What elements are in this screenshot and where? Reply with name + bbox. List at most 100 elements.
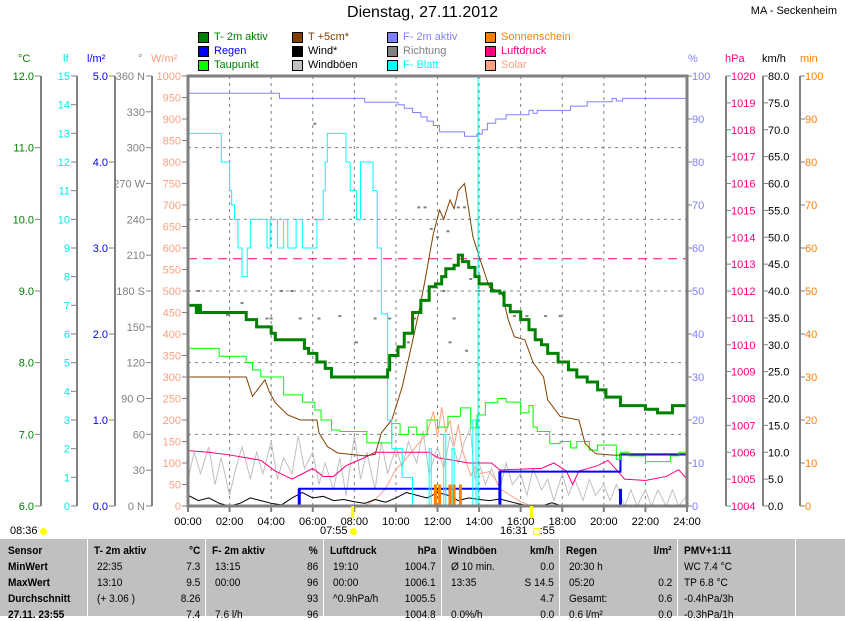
table-header-cell: % bbox=[309, 545, 318, 557]
series-wind- bbox=[187, 492, 687, 507]
table-cell: 13:15 bbox=[215, 561, 241, 573]
temp-tick-label: 11.0 bbox=[13, 143, 34, 155]
hum-tick-label: 0 bbox=[692, 501, 698, 513]
plot-frame bbox=[186, 74, 689, 508]
legend-swatch bbox=[387, 45, 398, 57]
lf-tick-label: 8 bbox=[64, 272, 70, 284]
solar-tick-label: 950 bbox=[163, 93, 181, 105]
legend-swatch bbox=[198, 45, 209, 57]
solar-tick-label: 800 bbox=[163, 157, 181, 169]
wind-tick-label: 20.0 bbox=[768, 394, 789, 406]
sonnenschein-bar bbox=[433, 484, 437, 506]
legend-label: Taupunkt bbox=[214, 59, 259, 71]
table-cell: 0.6 bbox=[657, 593, 672, 605]
table-cell: MaxWert bbox=[8, 577, 51, 589]
lf-tick-label: 2 bbox=[64, 444, 70, 456]
wind-tick-label: 50.0 bbox=[768, 232, 789, 244]
table-cell: 86 bbox=[306, 561, 318, 573]
press-tick-label: 1014 bbox=[731, 232, 755, 244]
legend-swatch bbox=[292, 59, 303, 71]
table-cell: 1004.7 bbox=[405, 561, 436, 573]
sun-axis-unit: min bbox=[800, 53, 818, 65]
direction-dot bbox=[226, 313, 230, 316]
table-cell: 20:30 h bbox=[569, 561, 603, 573]
wind-tick-label: 55.0 bbox=[768, 205, 789, 217]
table-cell: -0.3hPa/1h bbox=[684, 609, 734, 621]
rain-tick-label: 5.0 bbox=[93, 71, 108, 83]
lf-tick-label: 9 bbox=[64, 243, 70, 255]
direction-dot bbox=[196, 290, 200, 292]
sonnenschein-bar bbox=[448, 484, 452, 506]
wind-tick-label: 25.0 bbox=[768, 367, 789, 379]
table-cell: 0.0%/h bbox=[451, 609, 483, 621]
x-tick-label: 08:00 bbox=[341, 516, 369, 528]
table-cell: 0.0 bbox=[539, 609, 554, 621]
wind-tick-label: 15.0 bbox=[768, 420, 789, 432]
direction-dot bbox=[298, 317, 302, 320]
legend-label: Sonnenschein bbox=[501, 31, 571, 43]
solar-tick-label: 650 bbox=[163, 222, 181, 234]
solar-tick-label: 700 bbox=[163, 200, 181, 212]
legend-label: T- 2m aktiv bbox=[214, 31, 268, 43]
sun-tick-label: 70 bbox=[805, 200, 817, 212]
press-tick-label: 1005 bbox=[731, 474, 755, 486]
table-cell: ^0.9hPa/h bbox=[333, 593, 379, 605]
sunrise-time: 07:55 bbox=[320, 525, 348, 537]
regen-bar bbox=[498, 471, 502, 506]
sun-tick-label: 90 bbox=[805, 114, 817, 126]
dir-tick-label: 30 bbox=[133, 465, 145, 477]
table-cell: 8.26 bbox=[180, 593, 200, 605]
rain-axis-unit: l/m² bbox=[87, 53, 106, 65]
press-tick-label: 1008 bbox=[731, 394, 755, 406]
lf-tick-label: 0 bbox=[64, 501, 70, 513]
table-cell: -0.4hPa/3h bbox=[684, 593, 734, 605]
column-separator bbox=[205, 539, 206, 616]
table-cell: Ø 10 min. bbox=[451, 561, 495, 573]
dir-tick-label: 150 bbox=[127, 322, 145, 334]
legend-label: Windböen bbox=[308, 59, 358, 71]
left-time: 08:36 bbox=[10, 525, 38, 537]
x-tick-label: 10:00 bbox=[382, 516, 410, 528]
table-cell: 1006.1 bbox=[405, 577, 436, 589]
x-tick-label: 24:00 bbox=[673, 516, 701, 528]
table-header-cell: °C bbox=[188, 545, 200, 557]
sun-tick-label: 60 bbox=[805, 243, 817, 255]
dir-tick-label: 180 S bbox=[116, 286, 145, 298]
direction-dot bbox=[452, 317, 456, 320]
legend-label: Richtung bbox=[403, 45, 447, 57]
press-tick-label: 1016 bbox=[731, 179, 755, 191]
lf-tick-label: 3 bbox=[64, 415, 70, 427]
wind-tick-label: 10.0 bbox=[768, 447, 789, 459]
lf-tick-label: 5 bbox=[64, 358, 70, 370]
x-tick-label: 02:00 bbox=[216, 516, 244, 528]
table-cell: 19:10 bbox=[333, 561, 359, 573]
direction-dot bbox=[413, 317, 417, 320]
solar-tick-label: 300 bbox=[163, 372, 181, 384]
sun-tick-label: 50 bbox=[805, 286, 817, 298]
direction-dot bbox=[558, 315, 562, 318]
sunset-suffix: :55 bbox=[539, 525, 555, 537]
wind-tick-label: 5.0 bbox=[768, 474, 783, 486]
legend-swatch bbox=[387, 59, 398, 71]
dir-tick-label: 60 bbox=[133, 429, 145, 441]
x-tick-label: 00:00 bbox=[174, 516, 202, 528]
solar-tick-label: 350 bbox=[163, 351, 181, 363]
dir-tick-label: 120 bbox=[127, 358, 145, 370]
x-tick-label: 22:00 bbox=[632, 516, 660, 528]
lf-tick-label: 7 bbox=[64, 300, 70, 312]
direction-dot bbox=[313, 122, 317, 125]
lf-tick-label: 6 bbox=[64, 329, 70, 341]
column-separator bbox=[677, 539, 678, 616]
table-cell: 0.0 bbox=[539, 561, 554, 573]
direction-dot bbox=[446, 230, 450, 233]
table-cell: 1005.5 bbox=[405, 593, 436, 605]
solar-tick-label: 150 bbox=[163, 437, 181, 449]
dir-tick-label: 240 bbox=[127, 214, 145, 226]
solar-tick-label: 200 bbox=[163, 415, 181, 427]
press-tick-label: 1009 bbox=[731, 367, 755, 379]
temp-tick-label: 12.0 bbox=[13, 71, 34, 83]
direction-dot bbox=[463, 206, 467, 209]
column-separator bbox=[441, 539, 442, 616]
direction-dot bbox=[280, 290, 284, 292]
direction-dot bbox=[469, 278, 473, 281]
